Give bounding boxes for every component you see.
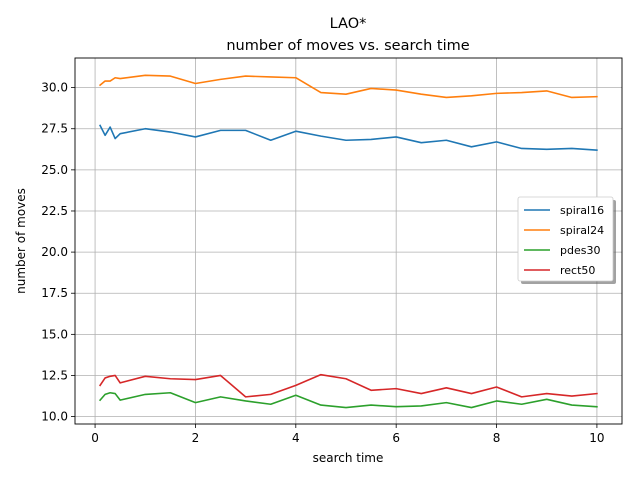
series-line-spiral24 <box>98 74 598 99</box>
x-tick-label: 2 <box>192 431 200 445</box>
legend: spiral16 spiral24 pdes30 rect50 <box>517 196 616 284</box>
legend-label-pdes30: pdes30 <box>560 244 600 257</box>
series-line-pdes30 <box>98 391 598 409</box>
x-tick-label: 8 <box>493 431 501 445</box>
y-tick-label: 10.0 <box>41 410 68 424</box>
legend-box <box>517 196 614 282</box>
y-tick-label: 12.5 <box>41 368 68 382</box>
chart-title: LAO* <box>330 16 367 32</box>
legend-label-spiral16: spiral16 <box>560 204 604 217</box>
y-tick-label: 27.5 <box>41 122 68 136</box>
y-tick-label: 22.5 <box>41 204 68 218</box>
y-axis-ticks: 10.0 12.5 15.0 17.5 20.0 22.5 25.0 27.5 30.0 <box>41 81 75 424</box>
x-tick-label: 10 <box>589 431 604 445</box>
y-tick-label: 30.0 <box>41 81 68 95</box>
legend-label-rect50: rect50 <box>560 264 595 277</box>
series-line-rect50 <box>98 373 598 398</box>
y-axis-label: number of moves <box>14 188 28 294</box>
x-axis-ticks: 0 2 4 6 8 10 <box>91 424 605 445</box>
plot-area-frame <box>74 57 623 425</box>
chart-subtitle: number of moves vs. search time <box>226 38 469 54</box>
x-tick-label: 4 <box>292 431 300 445</box>
y-tick-label: 20.0 <box>41 245 68 259</box>
x-tick-label: 6 <box>392 431 400 445</box>
x-tick-label: 0 <box>91 431 99 445</box>
series-lines <box>98 74 598 409</box>
legend-label-spiral24: spiral24 <box>560 224 604 237</box>
x-axis-label: search time <box>313 451 384 465</box>
series-line-spiral16 <box>99 124 598 151</box>
y-tick-label: 15.0 <box>41 327 68 341</box>
y-tick-label: 17.5 <box>41 286 68 300</box>
y-tick-label: 25.0 <box>41 163 68 177</box>
